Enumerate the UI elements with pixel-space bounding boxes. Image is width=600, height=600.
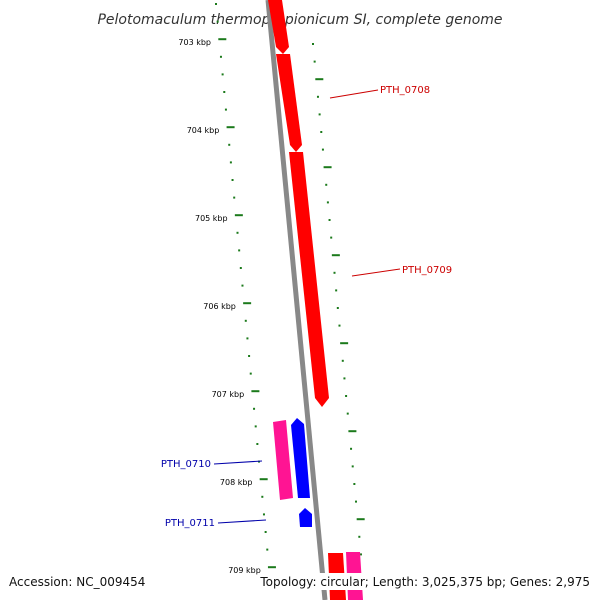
kbp-label: 704 kbp — [187, 126, 220, 135]
genome-backbone — [265, 0, 328, 600]
kbp-label: 708 kbp — [220, 478, 253, 487]
kbp-label: 707 kbp — [212, 390, 245, 399]
gene-arrow-pth-0711[interactable] — [299, 508, 312, 527]
kbp-scale: 703 kbp 704 kbp 705 kbp 706 kbp 707 kbp 708 k… — [178, 38, 260, 575]
gene-arrow-pth-0709[interactable] — [289, 152, 329, 407]
accession-text: Accession: NC_009454 — [9, 575, 145, 589]
gene-arrow-pth-0710b[interactable] — [291, 418, 310, 498]
kbp-label: 706 kbp — [203, 302, 236, 311]
leader-line-pth-0710 — [213, 460, 263, 465]
gene-arrow-pth-0708[interactable] — [276, 54, 302, 152]
topology-text: Topology: circular; Length: 3,025,375 bp… — [259, 575, 590, 589]
map-title: Pelotomaculum thermopropionicum SI, comp… — [97, 12, 502, 28]
gene-label-pth-0708[interactable]: PTH_0708 — [380, 85, 430, 96]
kbp-label: 709 kbp — [228, 566, 261, 575]
leader-line-pth-0711 — [217, 519, 267, 524]
inner-tick-track — [215, 3, 276, 569]
footer-topology-bg — [262, 573, 594, 590]
leader-line-pth-0708 — [329, 89, 379, 99]
gene-label-pth-0709[interactable]: PTH_0709 — [402, 265, 452, 276]
gene-arrow-pth-0710[interactable] — [273, 420, 293, 500]
gene-arrow-pth-0707[interactable] — [268, 0, 289, 54]
kbp-label: 705 kbp — [195, 214, 228, 223]
leader-line-pth-0709 — [351, 268, 401, 277]
kbp-label: 703 kbp — [178, 38, 211, 47]
outer-tick-track — [312, 43, 365, 556]
gene-label-pth-0711[interactable]: PTH_0711 — [165, 518, 215, 529]
gene-label-pth-0710[interactable]: PTH_0710 — [161, 459, 211, 470]
